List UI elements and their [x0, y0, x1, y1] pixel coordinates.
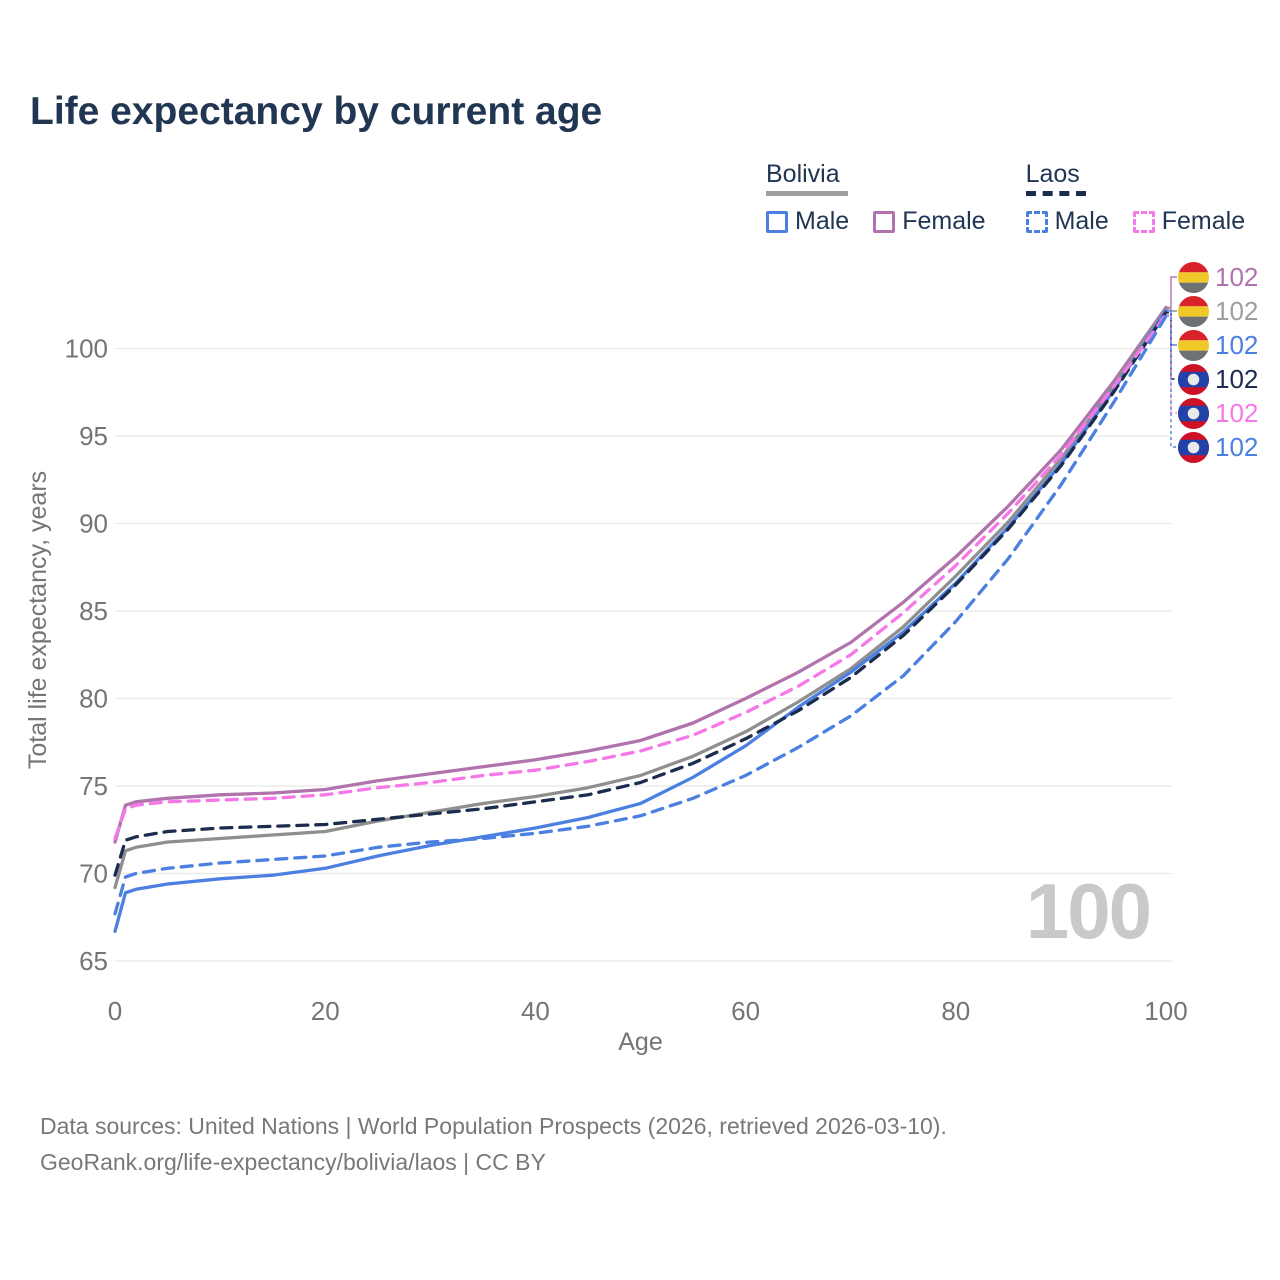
legend-label-bolivia-male: Male	[795, 207, 850, 235]
y-axis-title: Total life expectancy, years	[24, 471, 52, 769]
leader-line	[1166, 308, 1177, 312]
laos-flag-icon	[1178, 397, 1209, 429]
y-tick-label: 95	[79, 421, 108, 451]
series-line-laos-both-sexes	[113, 310, 1168, 877]
y-tick-label: 70	[79, 859, 108, 889]
legend-country-bolivia[interactable]: Bolivia	[766, 160, 840, 188]
legend-label-bolivia-female: Female	[902, 207, 986, 235]
x-tick-label: 80	[941, 996, 970, 1026]
end-label-laos-male: 102	[1178, 430, 1258, 464]
bolivia-male-swatch-icon	[766, 210, 788, 233]
page-title: Life expectancy by current age	[30, 90, 603, 133]
legend: Bolivia Male Female Laos Male	[766, 160, 1245, 236]
legend-item-bolivia-male[interactable]: Male	[766, 207, 849, 236]
y-tick-label: 65	[79, 946, 108, 976]
laos-dashed-line-sample	[1025, 191, 1086, 196]
end-label-value: 102	[1215, 431, 1259, 462]
legend-item-bolivia-female[interactable]: Female	[873, 207, 986, 236]
legend-group-bolivia: Bolivia Male Female	[766, 160, 986, 236]
bolivia-solid-line-sample	[766, 191, 848, 196]
x-tick-label: 20	[311, 996, 340, 1026]
age-watermark: 100	[1025, 867, 1152, 955]
series-line-laos-male	[113, 314, 1168, 916]
y-tick-label: 80	[79, 684, 108, 714]
legend-item-laos-male[interactable]: Male	[1025, 207, 1109, 236]
data-sources-text: Data sources: United Nations | World Pop…	[40, 1113, 947, 1139]
leader-line	[1166, 276, 1177, 309]
end-label-bolivia-male: 102	[1178, 328, 1258, 362]
bolivia-flag-icon	[1178, 295, 1209, 327]
laos-flag-icon	[1178, 363, 1209, 395]
series-line-bolivia-both-sexes	[113, 307, 1168, 890]
x-axis-title: Age	[618, 1028, 662, 1056]
x-tick-label: 60	[731, 996, 760, 1026]
y-tick-label: 100	[65, 334, 108, 364]
leader-line	[1166, 315, 1177, 448]
bolivia-female-swatch-icon	[873, 210, 896, 233]
laos-flag-icon	[1178, 431, 1209, 463]
y-tick-label: 85	[79, 596, 108, 626]
x-tick-label: 0	[108, 996, 122, 1026]
y-tick-label: 75	[79, 771, 108, 801]
leader-line	[1166, 313, 1177, 414]
series-line-laos-female	[113, 312, 1168, 841]
series-line-bolivia-male	[113, 309, 1168, 933]
legend-label-laos-male: Male	[1054, 207, 1109, 235]
x-tick-label: 40	[521, 996, 550, 1026]
attribution-text: GeoRank.org/life-expectancy/bolivia/laos…	[40, 1149, 546, 1175]
end-label-value: 102	[1215, 397, 1259, 428]
bolivia-flag-icon	[1178, 329, 1209, 361]
laos-female-swatch-icon	[1132, 210, 1155, 233]
end-label-value: 102	[1215, 261, 1259, 292]
legend-label-laos-female: Female	[1161, 207, 1246, 235]
end-label-value: 102	[1215, 329, 1259, 360]
end-label-laos-both-sexes: 102	[1178, 362, 1258, 396]
end-label-value: 102	[1215, 295, 1259, 326]
laos-male-swatch-icon	[1025, 210, 1048, 233]
legend-country-laos[interactable]: Laos	[1025, 160, 1080, 188]
series-line-bolivia-female	[113, 305, 1168, 844]
x-tick-label: 100	[1144, 996, 1187, 1026]
end-label-value: 102	[1215, 363, 1259, 394]
end-label-laos-female: 102	[1178, 396, 1258, 430]
bolivia-flag-icon	[1178, 261, 1209, 293]
y-tick-label: 90	[79, 509, 108, 539]
legend-item-laos-female[interactable]: Female	[1132, 207, 1246, 236]
end-label-bolivia-both-sexes: 102	[1178, 294, 1258, 328]
end-label-bolivia-female: 102	[1178, 260, 1258, 294]
legend-group-laos: Laos Male Female	[1025, 160, 1246, 236]
footer: Data sources: United Nations | World Pop…	[40, 1108, 947, 1180]
